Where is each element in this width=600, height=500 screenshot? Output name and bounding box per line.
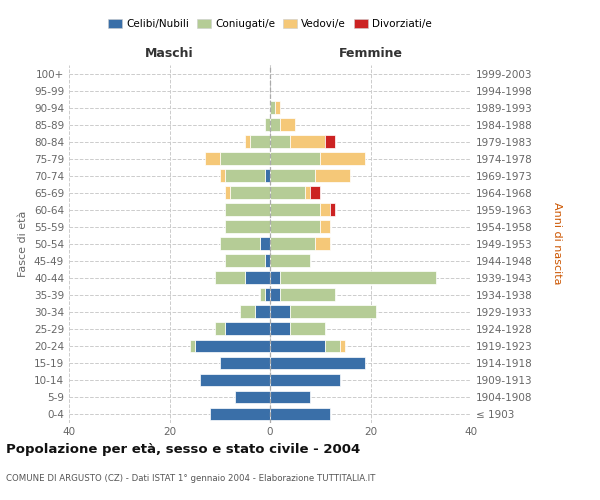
Text: Popolazione per età, sesso e stato civile - 2004: Popolazione per età, sesso e stato civil… <box>6 442 360 456</box>
Bar <box>245 272 270 284</box>
Bar <box>270 340 325 352</box>
Bar <box>340 340 346 352</box>
Bar <box>225 322 270 336</box>
Bar <box>280 288 335 301</box>
Bar <box>205 152 220 165</box>
Bar <box>270 306 290 318</box>
Bar <box>270 152 320 165</box>
Bar <box>220 356 270 370</box>
Bar <box>320 204 331 216</box>
Y-axis label: Fasce di età: Fasce di età <box>19 210 28 277</box>
Bar <box>270 170 315 182</box>
Bar <box>275 101 280 114</box>
Bar <box>270 254 310 267</box>
Bar <box>260 238 270 250</box>
Bar <box>270 390 310 404</box>
Bar <box>245 135 250 148</box>
Bar <box>270 408 331 420</box>
Bar <box>280 272 436 284</box>
Bar <box>250 135 270 148</box>
Bar <box>225 254 265 267</box>
Bar <box>270 356 365 370</box>
Bar <box>270 238 315 250</box>
Bar <box>260 288 265 301</box>
Bar <box>200 374 270 386</box>
Bar <box>225 220 270 233</box>
Bar <box>215 322 225 336</box>
Bar <box>280 118 295 131</box>
Bar <box>270 118 280 131</box>
Bar <box>270 101 275 114</box>
Bar <box>265 118 270 131</box>
Text: Maschi: Maschi <box>145 47 194 60</box>
Bar <box>325 340 340 352</box>
Bar <box>220 170 225 182</box>
Bar <box>235 390 270 404</box>
Bar <box>310 186 320 199</box>
Bar <box>215 272 245 284</box>
Bar <box>290 322 325 336</box>
Bar <box>331 204 335 216</box>
Bar <box>255 306 270 318</box>
Y-axis label: Anni di nascita: Anni di nascita <box>552 202 562 285</box>
Bar <box>315 170 350 182</box>
Legend: Celibi/Nubili, Coniugati/e, Vedovi/e, Divorziati/e: Celibi/Nubili, Coniugati/e, Vedovi/e, Di… <box>104 15 436 34</box>
Bar <box>315 238 331 250</box>
Bar <box>270 204 320 216</box>
Bar <box>194 340 270 352</box>
Bar <box>305 186 310 199</box>
Bar <box>225 204 270 216</box>
Bar <box>220 238 260 250</box>
Bar <box>270 272 280 284</box>
Bar <box>325 135 335 148</box>
Text: COMUNE DI ARGUSTO (CZ) - Dati ISTAT 1° gennaio 2004 - Elaborazione TUTTITALIA.IT: COMUNE DI ARGUSTO (CZ) - Dati ISTAT 1° g… <box>6 474 376 483</box>
Bar <box>270 374 340 386</box>
Bar <box>230 186 270 199</box>
Bar <box>220 152 270 165</box>
Bar <box>270 288 280 301</box>
Bar <box>270 220 320 233</box>
Bar <box>270 135 290 148</box>
Bar <box>320 220 331 233</box>
Bar <box>240 306 255 318</box>
Bar <box>290 135 325 148</box>
Bar <box>190 340 194 352</box>
Bar <box>265 254 270 267</box>
Bar <box>270 322 290 336</box>
Bar <box>265 288 270 301</box>
Bar <box>225 186 230 199</box>
Text: Femmine: Femmine <box>338 47 403 60</box>
Bar <box>225 170 265 182</box>
Bar <box>270 186 305 199</box>
Bar <box>265 170 270 182</box>
Bar <box>210 408 270 420</box>
Bar <box>290 306 376 318</box>
Bar <box>320 152 365 165</box>
